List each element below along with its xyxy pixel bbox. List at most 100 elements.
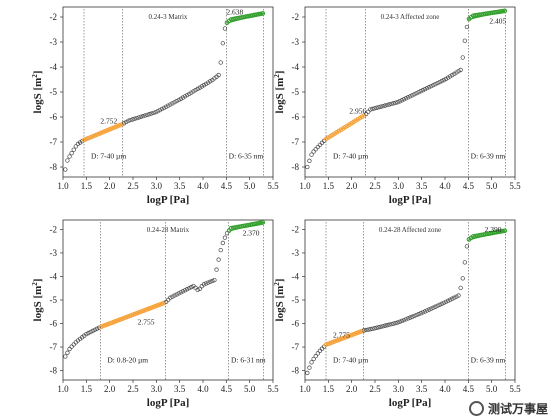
data-point [393, 320, 398, 326]
x-tick-label: 3.0 [393, 384, 405, 394]
data-point [414, 312, 419, 318]
y-tick-label: -6 [50, 319, 58, 329]
data-point [426, 307, 432, 312]
annotation-label: D: 7-40 µm [333, 151, 368, 160]
x-tick-label: 2.5 [369, 384, 381, 394]
data-point [370, 106, 375, 112]
data-point [168, 102, 173, 107]
y-axis-label: logS [m2] [273, 279, 286, 322]
data-point [307, 365, 312, 370]
fit-point-green [230, 16, 236, 22]
data-point [317, 142, 323, 148]
data-point [435, 303, 440, 308]
data-point [439, 301, 444, 306]
data-point [203, 81, 209, 87]
data-point [149, 111, 154, 116]
x-tick-label: 1.0 [57, 181, 69, 191]
data-point [142, 113, 148, 118]
data-point [67, 154, 72, 159]
data-point [458, 67, 463, 73]
data-point [208, 279, 213, 284]
annotation-label: D: 6-39 nm [471, 355, 506, 364]
data-point [134, 115, 139, 121]
data-point [397, 319, 402, 324]
data-point [387, 322, 392, 327]
data-point [205, 280, 211, 285]
data-point [412, 92, 417, 97]
data-point [366, 109, 371, 114]
annotation-label: D: 7-40 µm [333, 355, 368, 364]
data-point [315, 144, 320, 150]
data-point [361, 328, 367, 333]
data-point [172, 100, 177, 105]
x-axis-label: logP [Pa] [389, 397, 431, 409]
fit-point-green [470, 13, 476, 19]
data-point [447, 297, 453, 302]
data-point [445, 298, 451, 303]
data-point [313, 147, 318, 152]
data-point [452, 295, 457, 300]
data-point [315, 351, 320, 356]
data-point [460, 276, 465, 281]
chart-panel-3: 1.0 1.5 2.0 2.5 3.0 3.5 4.0 4.5 5.0 5.5 -2 -3 -4 -5 -6… [31, 219, 279, 409]
data-point [63, 167, 68, 172]
fit-point-green [247, 13, 253, 19]
data-point [401, 97, 407, 102]
fit-point-green [487, 231, 493, 236]
data-point [420, 88, 425, 93]
data-point [363, 327, 369, 333]
data-point [195, 86, 200, 92]
data-point [387, 102, 392, 107]
data-point [84, 331, 89, 337]
fit-point-green [489, 10, 495, 16]
data-point [157, 107, 162, 113]
y-tick-label: -3 [50, 248, 58, 258]
x-tick-label: 4.5 [463, 181, 475, 191]
data-point [464, 244, 470, 249]
data-point [313, 354, 318, 359]
x-tick-label: 2.5 [127, 384, 139, 394]
data-point [214, 267, 219, 272]
y-tick-label: -4 [50, 271, 58, 281]
data-point [197, 286, 202, 291]
data-point [456, 293, 461, 298]
fit-point-green [472, 13, 478, 18]
data-point [376, 325, 381, 330]
fit-point-green [487, 10, 493, 16]
data-point [218, 60, 223, 65]
data-point [391, 101, 396, 106]
data-point [410, 314, 415, 319]
data-point [69, 344, 74, 349]
data-point [191, 89, 196, 94]
data-point [199, 84, 204, 89]
x-tick-label: 1.5 [323, 181, 335, 191]
data-point [464, 24, 470, 30]
data-point [155, 109, 160, 114]
data-point [182, 94, 188, 99]
x-tick-label: 3.0 [151, 181, 163, 191]
annotation-label: 2.638 [226, 8, 243, 17]
x-tick-label: 4.5 [463, 384, 475, 394]
data-point [450, 296, 455, 301]
data-point [195, 287, 200, 293]
data-point [90, 328, 95, 334]
fit-point-green [245, 13, 251, 19]
data-point [73, 144, 78, 149]
data-point [372, 106, 377, 111]
data-point [305, 164, 310, 170]
data-point [418, 89, 423, 94]
y-tick-label: -7 [50, 137, 58, 147]
data-point [216, 72, 221, 78]
y-tick-label: -6 [50, 112, 58, 122]
fit-point-green [485, 231, 491, 237]
data-point [201, 83, 207, 88]
data-point [380, 103, 386, 109]
data-point [92, 327, 97, 333]
x-tick-label: 5.0 [244, 181, 256, 191]
data-point [397, 99, 402, 104]
data-point [176, 97, 181, 103]
data-point [368, 107, 373, 112]
fit-point-orange [359, 328, 365, 334]
data-point [136, 115, 141, 120]
data-point [187, 285, 192, 291]
